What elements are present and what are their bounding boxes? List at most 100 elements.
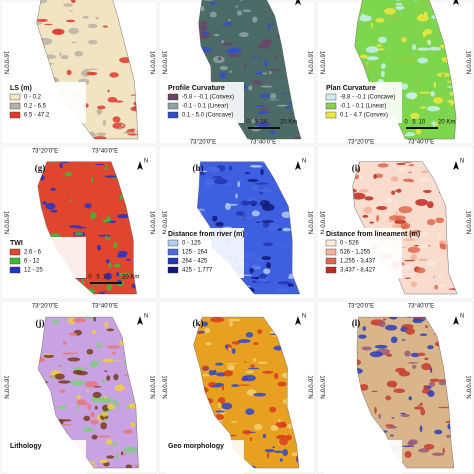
legend-swatch [325, 102, 337, 110]
map-patch [280, 245, 290, 248]
panel: 16°0'0"N 16°0'0"N 73°20'0"E 73°40'0"E (g) N TW… [0, 145, 158, 300]
map-patch [105, 259, 110, 264]
latitude-label: 16°0'0"N [160, 375, 166, 398]
map-patch [229, 70, 233, 73]
map-patch [118, 250, 128, 257]
map-patch [411, 364, 417, 369]
map-patch [212, 215, 218, 222]
map-patch [266, 262, 271, 269]
latitude-label: 16°0'0"N [306, 211, 312, 234]
map-patch [69, 199, 72, 202]
longitude-label: 73°40'0"E [250, 140, 276, 146]
longitude-label: 73°20'0"E [348, 304, 374, 310]
scale-label: 20 Km [438, 120, 455, 126]
map-patch [134, 128, 138, 135]
map-patch [99, 10, 103, 15]
map-patch [279, 458, 283, 462]
legend-label: 264 - 425 [182, 259, 208, 265]
map-patch [89, 232, 97, 236]
panel-label: (l) [352, 318, 361, 328]
map-patch [214, 178, 228, 185]
legend-box [166, 440, 244, 474]
scale-bar [248, 127, 280, 129]
legend-swatch [167, 102, 179, 110]
map-patch [433, 97, 444, 104]
map-patch [235, 211, 245, 216]
map-patch [110, 212, 113, 218]
latitude-label: 16°0'0"N [148, 211, 154, 234]
map-patch [118, 127, 122, 131]
map-patch [116, 272, 120, 277]
latitude-label: 16°0'0"N [306, 51, 312, 74]
map-patch [394, 189, 398, 193]
map-patch [362, 326, 367, 331]
map-patch [268, 99, 280, 101]
map-patch [103, 418, 109, 421]
map-patch [443, 101, 452, 106]
map-patch [442, 447, 445, 454]
map-patch [107, 89, 110, 93]
scale-label: 20 Km [280, 120, 297, 126]
map-patch [383, 318, 387, 321]
map-patch [264, 449, 275, 453]
scale-label: 5 [254, 120, 258, 126]
map-patch [84, 380, 99, 388]
map-patch [208, 370, 215, 376]
map-patch [90, 411, 95, 418]
map-patch [91, 245, 96, 252]
map-patch [433, 81, 436, 89]
map-patch [112, 116, 121, 123]
map-patch [106, 375, 111, 381]
map-patch [203, 179, 215, 187]
map-patch [66, 69, 72, 76]
map-patch [434, 429, 443, 435]
coastline [36, 0, 139, 140]
map-patch [269, 70, 272, 75]
map-patch [96, 244, 102, 251]
map-patch [101, 358, 115, 363]
map-patch [252, 16, 258, 23]
map-patch [69, 9, 73, 12]
map-patch [252, 79, 262, 85]
legend-title: Distance from river (m) [168, 231, 245, 238]
map-patch [436, 284, 446, 288]
legend-swatch [325, 248, 337, 256]
map-patch [215, 362, 224, 366]
map-patch [426, 201, 434, 209]
map-patch [74, 352, 79, 354]
map-patch [264, 60, 269, 67]
map-patch [236, 10, 243, 16]
map-patch [378, 36, 387, 44]
scale-label: 10 [419, 120, 426, 126]
map-patch [435, 217, 445, 224]
map-patch [125, 405, 130, 410]
panel: 16°0'0"N 16°0'0"N (h) N Distance from river … [158, 145, 316, 300]
map-patch [113, 263, 121, 268]
map-patch [390, 434, 394, 437]
map-patch [261, 220, 274, 223]
map-patch [106, 110, 117, 117]
map-patch [100, 264, 104, 270]
map-patch [202, 31, 209, 36]
map-patch [369, 221, 374, 224]
legend-swatch [167, 93, 179, 101]
map-patch [84, 203, 92, 209]
map-patch [396, 188, 402, 193]
latitude-label: 16°0'0"N [160, 51, 166, 74]
map-patch [123, 429, 133, 434]
map-patch [83, 415, 91, 422]
map-patch [105, 165, 108, 171]
map-patch [58, 68, 64, 71]
map-patch [378, 320, 386, 328]
map-patch [106, 283, 113, 291]
latitude-label: 16°0'0"N [2, 375, 8, 398]
map-patch [431, 121, 435, 125]
map-patch [362, 214, 369, 218]
map-patch [430, 367, 433, 374]
map-patch [422, 31, 427, 38]
map-patch [240, 0, 243, 2]
map-patch [394, 215, 406, 221]
map-patch [129, 115, 138, 118]
map-patch [274, 55, 277, 61]
map-patch [269, 406, 277, 413]
